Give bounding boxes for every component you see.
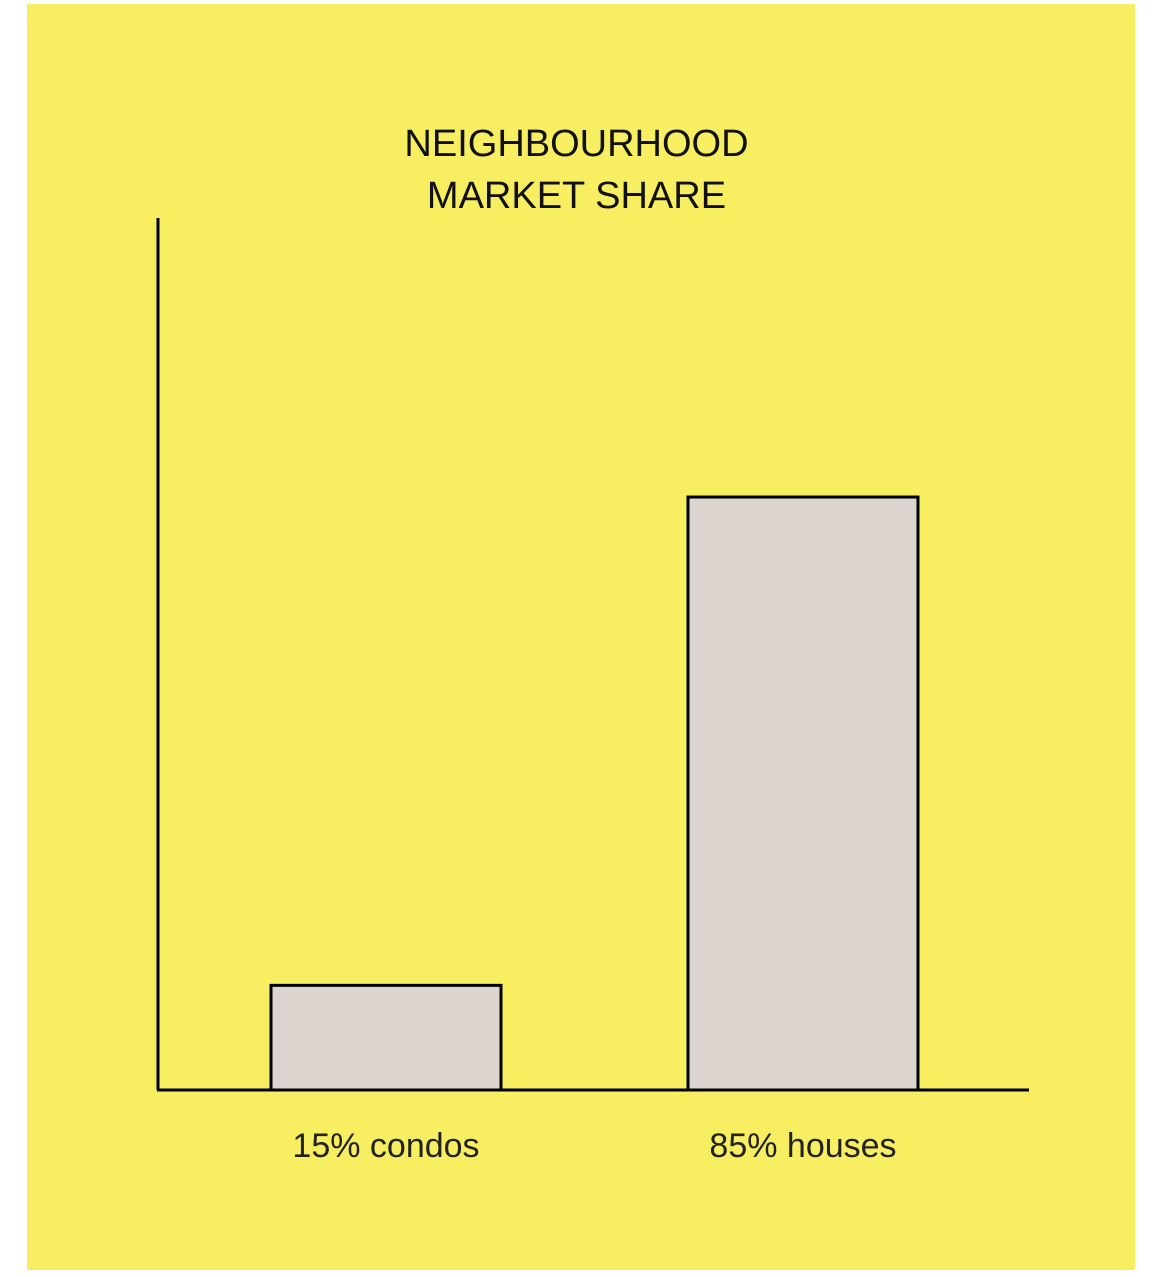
chart-title-line-2: MARKET SHARE — [426, 175, 727, 217]
chart-title-line-1: NEIGHBOURHOOD — [404, 123, 749, 165]
chart-background — [27, 4, 1135, 1270]
bar-1 — [686, 495, 920, 1092]
category-label-1: 85% houses — [709, 1127, 896, 1165]
category-label-0: 15% condos — [292, 1127, 479, 1165]
bar-0 — [269, 983, 503, 1092]
bars-group — [269, 495, 920, 1092]
category-labels: 15% condos 85% houses — [292, 1127, 896, 1165]
